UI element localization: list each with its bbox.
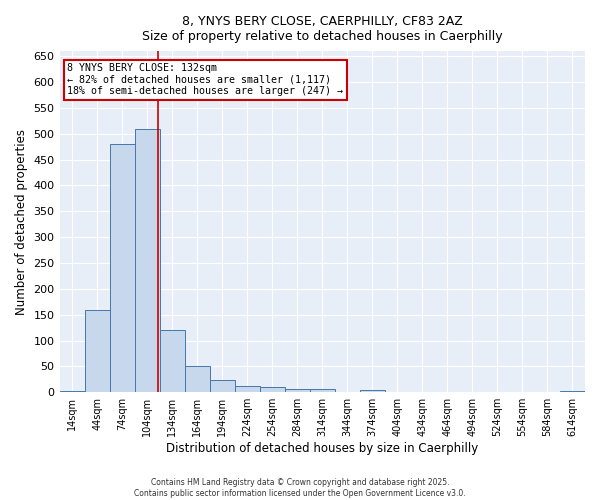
Bar [209,380,235,392]
Bar [59,390,85,392]
Text: 8 YNYS BERY CLOSE: 132sqm
← 82% of detached houses are smaller (1,117)
18% of se: 8 YNYS BERY CLOSE: 132sqm ← 82% of detac… [67,63,343,96]
Bar [85,310,110,392]
Bar [310,388,335,392]
Bar [285,388,310,392]
Bar [360,390,385,392]
Bar [160,330,185,392]
Bar [185,366,209,392]
Y-axis label: Number of detached properties: Number of detached properties [15,128,28,314]
Bar [235,386,260,392]
Bar [260,387,285,392]
Bar [110,144,134,392]
Title: 8, YNYS BERY CLOSE, CAERPHILLY, CF83 2AZ
Size of property relative to detached h: 8, YNYS BERY CLOSE, CAERPHILLY, CF83 2AZ… [142,15,503,43]
Text: Contains HM Land Registry data © Crown copyright and database right 2025.
Contai: Contains HM Land Registry data © Crown c… [134,478,466,498]
Bar [560,390,585,392]
X-axis label: Distribution of detached houses by size in Caerphilly: Distribution of detached houses by size … [166,442,478,455]
Bar [134,128,160,392]
